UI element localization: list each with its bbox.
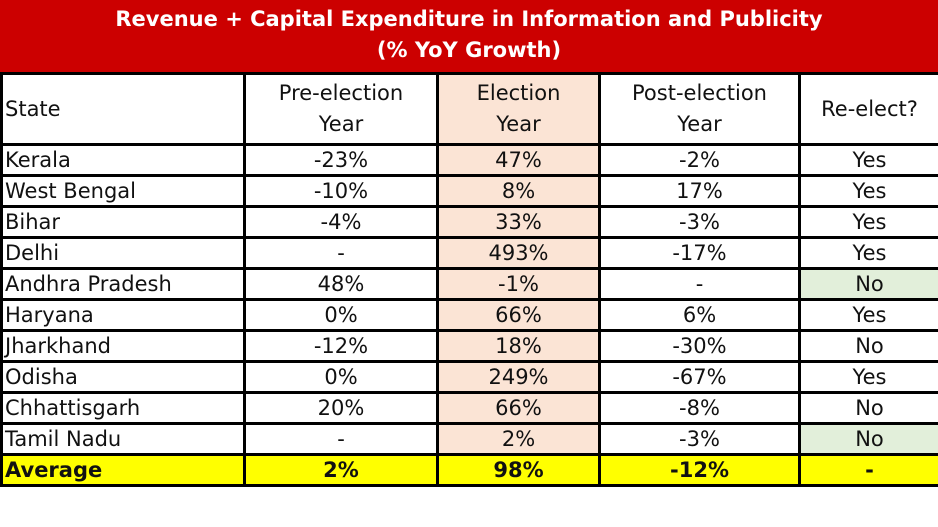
cell-reelect: No: [798, 422, 938, 456]
cell-state: Bihar: [0, 205, 246, 239]
cell-post: 6%: [598, 298, 801, 332]
cell-election: 8%: [436, 174, 601, 208]
header-row: State Pre-election Year Election Year Po…: [0, 72, 938, 146]
cell-election: -1%: [436, 267, 601, 301]
header-pre-line2: Year: [318, 112, 364, 136]
cell-post: -67%: [598, 360, 801, 394]
cell-state: Kerala: [0, 143, 246, 177]
cell-pre: 0%: [243, 360, 439, 394]
cell-reelect: Yes: [798, 143, 938, 177]
header-elec-line1: Election: [476, 81, 561, 105]
title-line-1: Revenue + Capital Expenditure in Informa…: [115, 7, 823, 31]
cell-post: -8%: [598, 391, 801, 425]
cell-election: 33%: [436, 205, 601, 239]
expenditure-table: State Pre-election Year Election Year Po…: [0, 72, 938, 487]
table-title: Revenue + Capital Expenditure in Informa…: [0, 0, 938, 72]
cell-election: 249%: [436, 360, 601, 394]
table-row: Kerala -23% 47% -2% Yes: [0, 143, 938, 177]
cell-reelect: No: [798, 391, 938, 425]
cell-state: Jharkhand: [0, 329, 246, 363]
header-pre-election: Pre-election Year: [243, 72, 439, 146]
cell-average-reelect: -: [798, 453, 938, 487]
table-row: Odisha 0% 249% -67% Yes: [0, 360, 938, 394]
cell-election: 493%: [436, 236, 601, 270]
cell-election: 18%: [436, 329, 601, 363]
header-pre-line1: Pre-election: [278, 81, 404, 105]
header-post-line1: Post-election: [632, 81, 767, 105]
cell-reelect: Yes: [798, 236, 938, 270]
cell-election: 66%: [436, 391, 601, 425]
cell-post: -3%: [598, 422, 801, 456]
cell-state: Chhattisgarh: [0, 391, 246, 425]
table-row: Tamil Nadu - 2% -3% No: [0, 422, 938, 456]
table-row: West Bengal -10% 8% 17% Yes: [0, 174, 938, 208]
cell-average-election: 98%: [436, 453, 601, 487]
cell-election: 66%: [436, 298, 601, 332]
cell-reelect: Yes: [798, 360, 938, 394]
cell-post: -30%: [598, 329, 801, 363]
cell-pre: -23%: [243, 143, 439, 177]
cell-reelect: Yes: [798, 298, 938, 332]
cell-post: -17%: [598, 236, 801, 270]
cell-reelect: No: [798, 267, 938, 301]
cell-election: 47%: [436, 143, 601, 177]
table-row: Delhi - 493% -17% Yes: [0, 236, 938, 270]
cell-post: -3%: [598, 205, 801, 239]
header-post-election: Post-election Year: [598, 72, 801, 146]
cell-pre: -: [243, 236, 439, 270]
table-row: Jharkhand -12% 18% -30% No: [0, 329, 938, 363]
header-elec-line2: Year: [496, 112, 541, 136]
cell-pre: -: [243, 422, 439, 456]
header-state: State: [0, 72, 246, 146]
cell-post: 17%: [598, 174, 801, 208]
cell-reelect: No: [798, 329, 938, 363]
header-reelect: Re-elect?: [798, 72, 938, 146]
table-row: Bihar -4% 33% -3% Yes: [0, 205, 938, 239]
cell-pre: -12%: [243, 329, 439, 363]
cell-average-label: Average: [0, 453, 246, 487]
cell-average-post: -12%: [598, 453, 801, 487]
cell-state: Odisha: [0, 360, 246, 394]
cell-state: Delhi: [0, 236, 246, 270]
average-row: Average 2% 98% -12% -: [0, 453, 938, 487]
table-row: Chhattisgarh 20% 66% -8% No: [0, 391, 938, 425]
cell-election: 2%: [436, 422, 601, 456]
cell-pre: -4%: [243, 205, 439, 239]
cell-state: Haryana: [0, 298, 246, 332]
title-line-2: (% YoY Growth): [376, 38, 562, 62]
cell-reelect: Yes: [798, 174, 938, 208]
table-row: Haryana 0% 66% 6% Yes: [0, 298, 938, 332]
cell-pre: 48%: [243, 267, 439, 301]
cell-state: Andhra Pradesh: [0, 267, 246, 301]
table-row: Andhra Pradesh 48% -1% - No: [0, 267, 938, 301]
cell-pre: 20%: [243, 391, 439, 425]
cell-reelect: Yes: [798, 205, 938, 239]
cell-post: -: [598, 267, 801, 301]
cell-average-pre: 2%: [243, 453, 439, 487]
cell-post: -2%: [598, 143, 801, 177]
header-post-line2: Year: [677, 112, 722, 136]
cell-state: West Bengal: [0, 174, 246, 208]
cell-pre: -10%: [243, 174, 439, 208]
header-election: Election Year: [436, 72, 601, 146]
cell-state: Tamil Nadu: [0, 422, 246, 456]
cell-pre: 0%: [243, 298, 439, 332]
